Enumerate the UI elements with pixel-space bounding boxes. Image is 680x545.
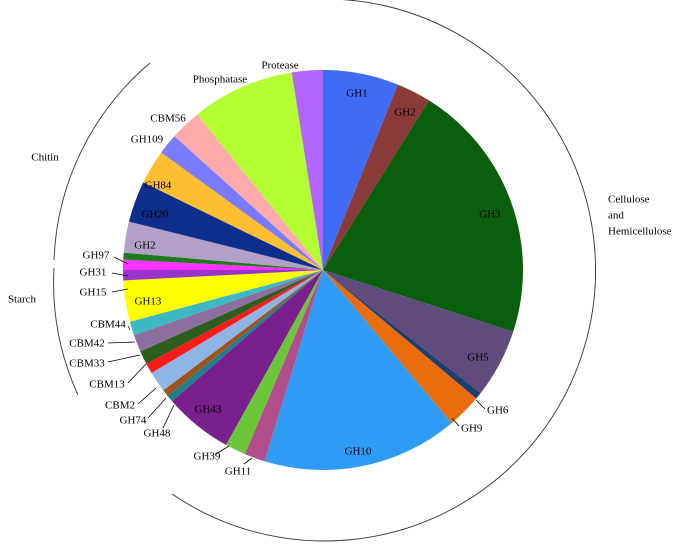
group-label: Hemicellulose [608, 226, 672, 238]
group-label: Starch [8, 294, 37, 306]
group-arc [53, 62, 151, 261]
slice-label: GH48 [144, 428, 171, 440]
leader-line [107, 341, 136, 344]
leader-line [137, 387, 157, 405]
leader-line [107, 354, 141, 363]
slice-label: GH74 [120, 415, 147, 427]
slice-label: GH9 [461, 423, 483, 435]
slice-label: GH3 [479, 209, 501, 221]
pie-slice [197, 72, 323, 270]
leader-line [215, 445, 230, 455]
slice-label: GH20 [142, 209, 169, 221]
slice-label: GH5 [467, 352, 489, 364]
group-arc [53, 267, 79, 396]
pie-slice [323, 100, 523, 332]
slice-label: GH11 [225, 466, 251, 478]
slice-label: CBM33 [69, 358, 105, 370]
pie-slice [161, 136, 323, 270]
pie-slice [123, 252, 323, 270]
slice-label: Protease [261, 60, 298, 72]
pie-slice [172, 270, 323, 445]
pie-slice [143, 152, 323, 270]
pie-slice [123, 270, 323, 322]
slice-label: GH15 [80, 287, 107, 299]
pie-slice [323, 270, 477, 424]
pie-slice [123, 259, 323, 270]
slice-label: GH10 [345, 446, 372, 458]
slice-label: CBM2 [105, 400, 135, 412]
pie-slice [226, 270, 323, 455]
slice-label: CBM44 [90, 319, 126, 331]
slice-labels: GH1GH2GH3GH5GH6GH9GH10GH11GH39GH43GH48GH… [69, 60, 509, 478]
group-label: and [608, 210, 624, 222]
pie-slice [140, 270, 323, 364]
group-arc [171, 0, 596, 542]
pie-slice [128, 182, 323, 270]
pie-slice [323, 70, 398, 270]
pie-slice [323, 270, 481, 399]
leader-line [451, 417, 460, 427]
pie-slice [129, 270, 323, 336]
leader-line [113, 256, 129, 265]
group-label: Cellulose [608, 194, 650, 206]
pie-slice [163, 270, 323, 396]
pie-slice [146, 270, 323, 374]
leader-line [162, 404, 175, 429]
group-labels: Cellulose and Hemicellulose Chitin Starch [8, 152, 672, 306]
group-label: Chitin [31, 152, 59, 164]
pie-slice [133, 270, 323, 352]
slice-label: CBM13 [89, 379, 125, 391]
slice-label: GH6 [487, 405, 509, 417]
slice-label: CBM42 [69, 338, 104, 350]
pie-slice [291, 70, 323, 270]
leader-line [127, 325, 131, 331]
pie-slice [123, 270, 323, 281]
leader-line [475, 399, 486, 410]
pie-slice [244, 270, 323, 462]
slice-label: GH13 [135, 296, 162, 308]
slice-label: GH84 [145, 180, 172, 192]
slice-label: GH39 [194, 451, 221, 463]
slice-label: GH97 [83, 250, 110, 262]
leader-line [111, 272, 129, 277]
pie-slice [174, 114, 323, 271]
pie-slice [123, 221, 323, 270]
pie-slice [323, 270, 514, 394]
slice-label: CBM56 [150, 113, 186, 125]
pie-slice [264, 270, 452, 470]
leader-line [147, 397, 167, 419]
pie-slice [167, 270, 323, 402]
slice-label: GH31 [80, 267, 107, 279]
leader-line [127, 363, 147, 384]
pie [123, 70, 523, 470]
slice-label: GH1 [346, 88, 367, 100]
slice-label: GH43 [195, 404, 222, 416]
leader-line [243, 457, 253, 465]
leader-line [111, 288, 129, 293]
slice-label: GH109 [131, 134, 164, 146]
pie-slice [151, 270, 323, 391]
slice-label: Phosphatase [193, 74, 248, 86]
slice-label: GH2 [394, 107, 415, 119]
slice-label: GH2 [134, 240, 155, 252]
pie-slice [323, 84, 429, 270]
